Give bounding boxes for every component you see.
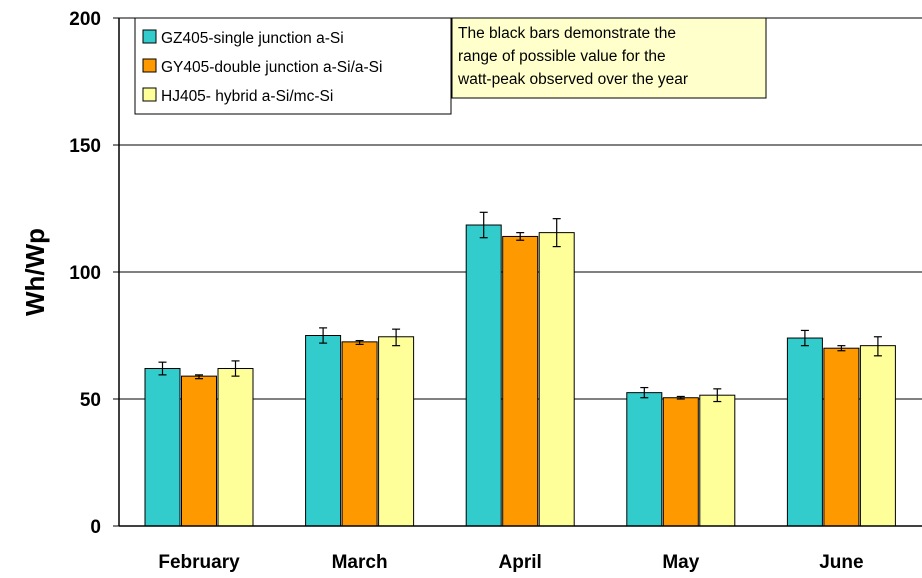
x-tick-label: April: [499, 552, 542, 573]
legend-swatch: [142, 58, 157, 73]
legend-label: GZ405-single junction a-Si: [161, 30, 344, 47]
annotation-line: range of possible value for the: [458, 48, 666, 65]
bar: [378, 336, 415, 527]
annotation-box: [451, 17, 767, 99]
bar: [662, 397, 699, 527]
legend: GZ405-single junction a-Si GY405-double j…: [134, 17, 452, 115]
y-tick-label: 200: [69, 9, 101, 30]
tick-labels: 0 50 100 150 200 February March April May June: [69, 9, 863, 573]
bar: [144, 368, 181, 527]
bar: [786, 337, 823, 527]
x-tick-label: March: [332, 552, 388, 573]
y-tick-label: 150: [69, 136, 101, 157]
bar: [341, 341, 378, 527]
x-tick-label: June: [819, 552, 863, 573]
bar: [823, 347, 860, 527]
x-tick-label: May: [662, 552, 699, 573]
legend-box: [134, 17, 452, 115]
bar: [305, 335, 342, 527]
y-tick-label: 50: [80, 390, 101, 411]
bar: [465, 224, 502, 527]
bar: [538, 232, 575, 527]
y-tick-label: 100: [69, 263, 101, 284]
y-axis-title: Wh/Wp: [20, 228, 50, 316]
annotation-line: The black bars demonstrate the: [458, 25, 676, 42]
bar: [699, 394, 736, 527]
annotation-line: watt-peak observed over the year: [457, 71, 688, 88]
bars: [144, 211, 896, 527]
legend-label: GY405-double junction a-Si/a-Si: [161, 59, 382, 76]
bar: [181, 375, 217, 527]
bar: [859, 345, 896, 527]
bar: [502, 235, 539, 527]
axes: [113, 17, 922, 527]
legend-swatch: [142, 29, 157, 44]
annotation-note: The black bars demonstrate the range of p…: [451, 17, 767, 99]
legend-swatch: [142, 87, 157, 102]
bar: [626, 392, 663, 527]
y-tick-label: 0: [90, 517, 101, 538]
legend-label: HJ405- hybrid a-Si/mc-Si: [161, 88, 333, 105]
bar: [217, 368, 254, 527]
x-tick-label: February: [158, 552, 240, 573]
